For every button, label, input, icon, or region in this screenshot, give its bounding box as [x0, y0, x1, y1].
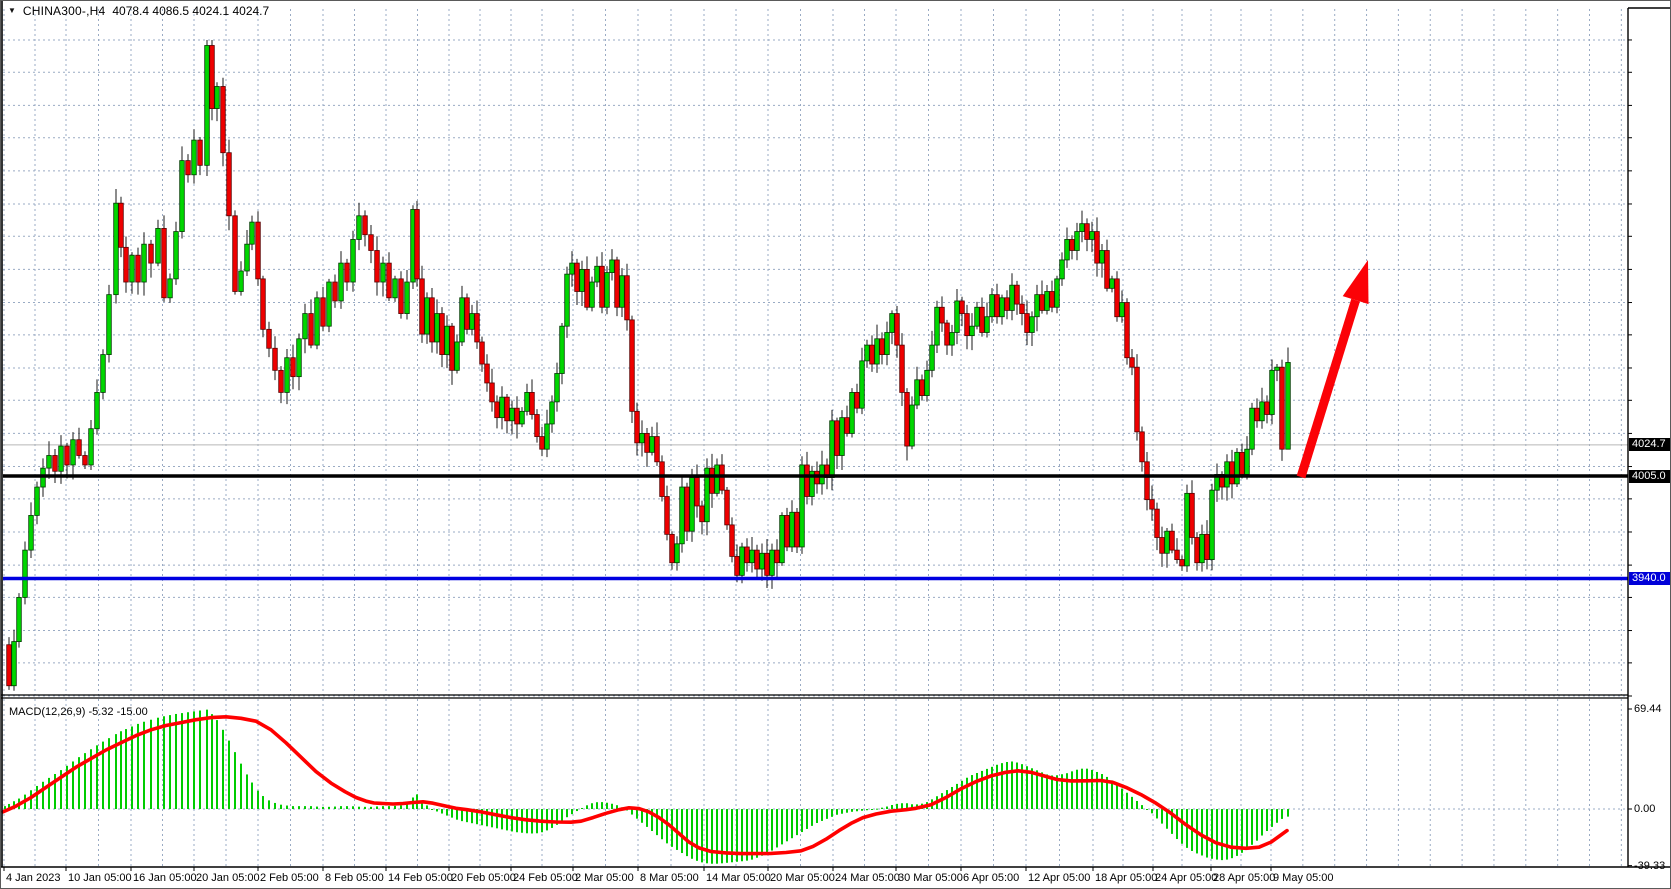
time-tick-label: 8 Feb 05:00	[325, 872, 384, 884]
time-tick-label: 24 Mar 05:00	[835, 872, 900, 884]
black-line-price-badge: 4005.0	[1629, 469, 1670, 483]
time-tick-label: 4 Jan 2023	[6, 872, 61, 884]
time-tick-label: 2 Feb 05:00	[260, 872, 319, 884]
time-tick-label: 16 Jan 05:00	[133, 872, 197, 884]
time-tick-label: 10 Jan 05:00	[68, 872, 132, 884]
current-price-badge: 4024.7	[1629, 438, 1670, 452]
chart-title-bar: ▼ CHINA300-,H4 4078.4 4086.5 4024.1 4024…	[8, 4, 269, 18]
time-tick-label: 14 Feb 05:00	[388, 872, 453, 884]
time-tick-label: 6 Apr 05:00	[963, 872, 1020, 884]
time-tick-label: 18 Apr 05:00	[1095, 872, 1158, 884]
symbol-period-label: CHINA300-,H4	[22, 4, 106, 18]
symbol-dropdown-icon[interactable]: ▼	[8, 6, 16, 15]
macd-tick-label: 0.00	[1634, 803, 1656, 815]
time-tick-label: 8 Mar 05:00	[640, 872, 699, 884]
time-tick-label: 20 Mar 05:00	[770, 872, 835, 884]
macd-indicator-label: MACD(12,26,9) -5.32 -15.00	[9, 706, 148, 718]
time-tick-label: 20 Jan 05:00	[196, 872, 260, 884]
time-tick-label: 28 Apr 05:00	[1213, 872, 1276, 884]
time-tick-label: 30 Mar 05:00	[898, 872, 963, 884]
blue-line-price-badge: 3940.0	[1629, 572, 1670, 585]
time-tick-label: 12 Apr 05:00	[1028, 872, 1091, 884]
price-axis-labels: 4281.54261.04240.04219.54198.54177.54157…	[1626, 1, 1670, 867]
quote-ohlc-label: 4078.4 4086.5 4024.1 4024.7	[112, 4, 270, 18]
macd-tick-label: -39.33	[1634, 859, 1666, 872]
time-tick-label: 2 Mar 05:00	[575, 872, 634, 884]
time-tick-label: 20 Feb 05:00	[451, 872, 516, 884]
time-tick-label: 24 Feb 05:00	[513, 872, 578, 884]
time-tick-label: 24 Apr 05:00	[1155, 872, 1218, 884]
macd-tick-label: 69.44	[1634, 703, 1662, 715]
time-tick-label: 14 Mar 05:00	[706, 872, 771, 884]
time-tick-label: 9 May 05:00	[1273, 872, 1334, 884]
